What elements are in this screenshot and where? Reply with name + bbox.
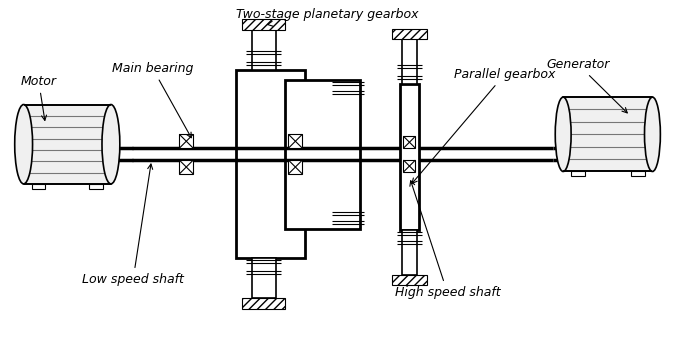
Bar bbox=[31, 184, 45, 189]
Text: Main bearing: Main bearing bbox=[112, 62, 194, 138]
Text: High speed shaft: High speed shaft bbox=[395, 181, 500, 299]
Bar bbox=[252, 258, 276, 298]
Text: Low speed shaft: Low speed shaft bbox=[82, 164, 184, 286]
Bar bbox=[563, 97, 653, 172]
Bar bbox=[404, 136, 415, 148]
Bar bbox=[289, 160, 302, 174]
Bar bbox=[402, 231, 417, 275]
Ellipse shape bbox=[644, 97, 660, 172]
Bar bbox=[399, 84, 419, 231]
Bar bbox=[631, 172, 644, 176]
Text: Generator: Generator bbox=[547, 58, 627, 113]
Bar bbox=[24, 104, 111, 184]
Bar bbox=[392, 29, 428, 39]
Bar bbox=[571, 172, 585, 176]
Bar bbox=[404, 160, 415, 172]
Bar bbox=[289, 134, 302, 148]
Text: Two-stage planetary gearbox: Two-stage planetary gearbox bbox=[236, 8, 419, 26]
Text: Motor: Motor bbox=[21, 75, 57, 120]
Bar bbox=[242, 19, 285, 30]
Ellipse shape bbox=[14, 104, 33, 184]
Bar bbox=[179, 160, 193, 174]
Bar bbox=[285, 80, 360, 228]
Bar bbox=[402, 39, 417, 84]
Text: Parallel gearbox: Parallel gearbox bbox=[412, 68, 555, 183]
Bar bbox=[179, 134, 193, 148]
Bar bbox=[392, 275, 428, 285]
Bar bbox=[236, 70, 305, 258]
Bar bbox=[242, 298, 285, 309]
Ellipse shape bbox=[555, 97, 571, 172]
Bar bbox=[252, 30, 276, 70]
Bar bbox=[89, 184, 103, 189]
Ellipse shape bbox=[102, 104, 120, 184]
